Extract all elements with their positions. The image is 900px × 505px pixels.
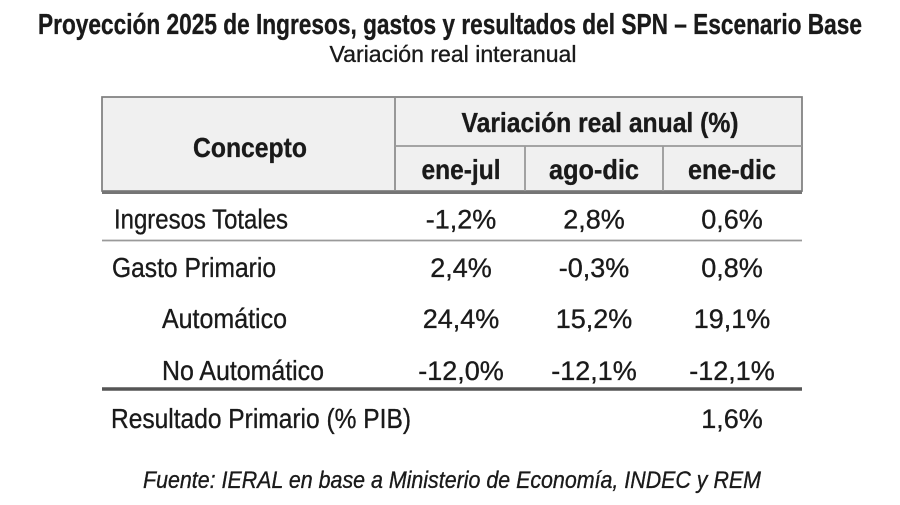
svg-text:Gasto Primario: Gasto Primario — [112, 252, 276, 283]
svg-text:1,6%: 1,6% — [701, 404, 763, 434]
svg-text:24,4%: 24,4% — [423, 304, 500, 334]
svg-text:Ingresos Totales: Ingresos Totales — [114, 204, 288, 235]
svg-text:0,8%: 0,8% — [701, 253, 763, 283]
svg-text:-12,1%: -12,1% — [551, 356, 637, 386]
svg-text:19,1%: 19,1% — [694, 304, 771, 334]
svg-text:Variación real anual (%): Variación real anual (%) — [462, 107, 739, 138]
svg-text:Variación real interanual: Variación real interanual — [330, 41, 577, 67]
svg-text:0,6%: 0,6% — [701, 205, 763, 235]
svg-text:Proyección 2025 de Ingresos, g: Proyección 2025 de Ingresos, gastos y re… — [38, 9, 862, 41]
svg-text:No Automático: No Automático — [162, 355, 324, 386]
svg-text:2,8%: 2,8% — [563, 205, 625, 235]
svg-text:Automático: Automático — [162, 303, 287, 334]
svg-text:-12,1%: -12,1% — [689, 356, 775, 386]
svg-text:Concepto: Concepto — [193, 132, 307, 163]
svg-text:-1,2%: -1,2% — [426, 205, 497, 235]
svg-text:Resultado Primario (% PIB): Resultado Primario (% PIB) — [111, 403, 411, 434]
svg-text:ago-dic: ago-dic — [549, 154, 639, 185]
svg-text:ene-jul: ene-jul — [422, 154, 501, 185]
svg-text:Fuente: IERAL en base a Minist: Fuente: IERAL en base a Ministerio de Ec… — [143, 467, 761, 494]
svg-text:-12,0%: -12,0% — [418, 356, 504, 386]
svg-text:-0,3%: -0,3% — [559, 253, 630, 283]
svg-text:2,4%: 2,4% — [430, 253, 492, 283]
svg-text:15,2%: 15,2% — [556, 304, 633, 334]
svg-text:ene-dic: ene-dic — [688, 154, 776, 185]
